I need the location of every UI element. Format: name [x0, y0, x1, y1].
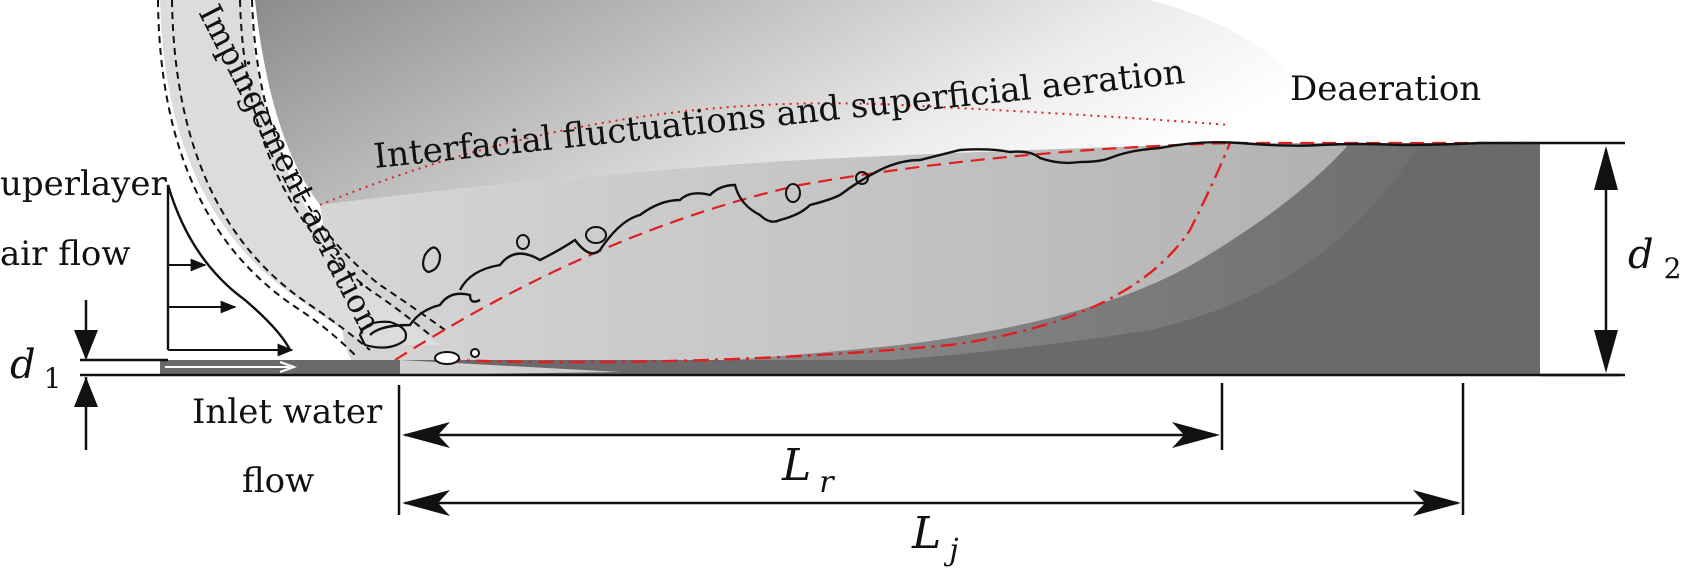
dark-water-region — [560, 143, 1540, 375]
free-surface-line — [369, 141, 1540, 336]
superlayer-label-line1: uperlayer — [0, 164, 168, 204]
inlet-velocity-arrowhead — [279, 361, 297, 373]
roller-dashdot-boundary — [444, 142, 1232, 364]
d2-bottom-arrowhead — [1594, 330, 1618, 373]
free-surface-left-blob — [358, 320, 408, 349]
inlet-label-line2: flow — [242, 461, 314, 501]
jet-dashed-boundary-4 — [251, 0, 446, 331]
d1-top-arrowhead — [74, 330, 98, 360]
deaeration-label: Deaeration — [1290, 69, 1481, 109]
inlet-water-thin-band — [400, 360, 620, 375]
mean-surface-dashed-line — [394, 141, 1540, 361]
bubble — [434, 351, 460, 365]
air-region — [255, 0, 1330, 205]
free-surface-small-blob — [421, 246, 442, 274]
impinging-jet-band — [160, 0, 440, 345]
superlayer-label-line2: air flow — [0, 234, 130, 274]
jet-dashed-boundary-1 — [157, 0, 356, 356]
lr-left-arrowhead — [402, 422, 450, 448]
bubble — [470, 348, 480, 358]
air-velocity-profile — [166, 184, 292, 351]
jet-dashed-boundary-2 — [171, 0, 371, 351]
inlet-label-line1: Inlet water — [192, 392, 383, 432]
inlet-water-jet — [160, 360, 1540, 375]
d1-bottom-arrowhead — [74, 377, 98, 407]
lr-right-arrowhead — [1172, 422, 1220, 448]
bubble — [585, 226, 607, 244]
d2-top-arrowhead — [1594, 146, 1618, 190]
lj-left-arrowhead — [402, 490, 450, 516]
jet-dashed-boundary-3 — [239, 0, 431, 336]
lj-right-arrowhead — [1413, 490, 1461, 516]
bubble — [516, 234, 530, 250]
bubble — [855, 171, 869, 185]
bubble — [785, 183, 801, 203]
